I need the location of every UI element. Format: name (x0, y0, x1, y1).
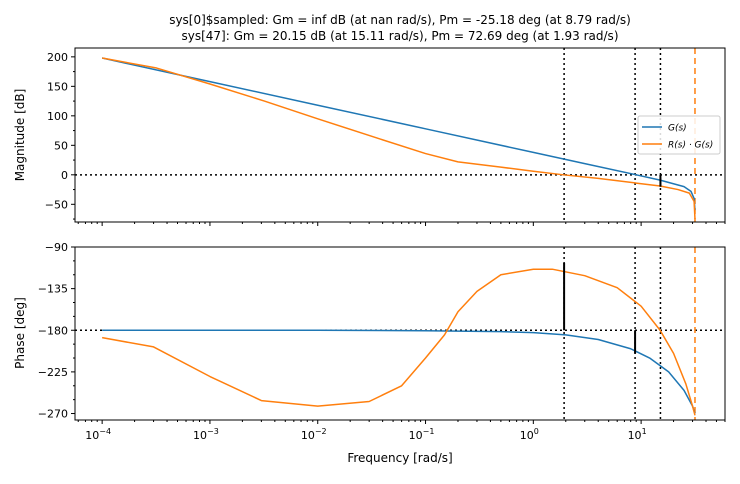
series-line (102, 329, 696, 414)
y-tick-label: 200 (47, 51, 68, 64)
x-tick-label: 100 (520, 427, 539, 442)
x-tick-label: 10−1 (409, 427, 435, 442)
series-line (102, 268, 696, 416)
chart-title-line-2: sys[47]: Gm = 20.15 dB (at 15.11 rad/s),… (181, 29, 618, 43)
y-tick-label: −180 (38, 324, 68, 337)
legend-label: G(s) (668, 124, 687, 134)
magnitude-panel: −50 0 50 100 150 200 (45, 47, 726, 226)
phase-plot-area (75, 247, 725, 420)
y-tick-label: −225 (38, 366, 68, 379)
x-tick-label: 10−4 (85, 427, 111, 442)
y-tick-label: −270 (38, 408, 68, 421)
magnitude-ylabel: Magnitude [dB] (13, 89, 27, 182)
series-line (101, 57, 696, 211)
magnitude-plot-area (75, 48, 725, 222)
y-tick-label: 150 (47, 80, 68, 93)
phase-ylabel: Phase [deg] (13, 297, 27, 369)
chart-title-line-1: sys[0]$sampled: Gm = inf dB (at nan rad/… (169, 13, 631, 27)
x-tick-label: 10−3 (193, 427, 219, 442)
series-line (102, 57, 696, 220)
y-tick-label: 100 (47, 110, 68, 123)
phase-frame (74, 246, 726, 421)
legend: G(s) R(s) · G(s) (637, 115, 721, 155)
y-tick-label: 0 (61, 169, 68, 182)
x-tick-label: 10−2 (301, 427, 327, 442)
legend-label: R(s) · G(s) (668, 141, 713, 151)
x-tick-label: 101 (628, 427, 647, 442)
y-tick-label: −90 (45, 241, 68, 254)
magnitude-frame (74, 47, 726, 223)
y-tick-label: 50 (54, 139, 68, 152)
y-tick-label: −135 (38, 283, 68, 296)
x-axis-label: Frequency [rad/s] (347, 451, 452, 465)
y-tick-label: −50 (45, 198, 68, 211)
phase-panel: −270 −225 −180 −135 −90 10−4 10−3 10−2 10−1 100 10… (38, 241, 726, 442)
